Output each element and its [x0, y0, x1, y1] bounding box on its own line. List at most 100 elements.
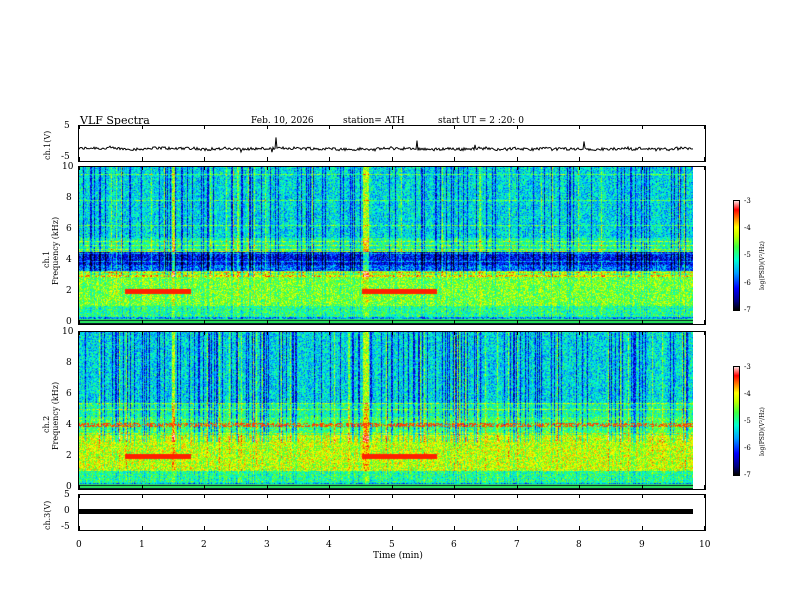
x-tick-mark	[79, 526, 80, 530]
x-tick-mark	[579, 157, 580, 161]
x-tick-mark	[392, 331, 393, 335]
xtick-9: 9	[639, 540, 645, 550]
xtick-8: 8	[576, 540, 582, 550]
x-tick-mark	[204, 494, 205, 498]
ch2-spec-ylabel-freq: Frequency (kHz)	[51, 381, 60, 450]
xtick-6: 6	[451, 540, 457, 550]
x-tick-mark	[79, 494, 80, 498]
x-tick-mark	[267, 526, 268, 530]
x-tick-mark	[454, 320, 455, 324]
x-tick-mark	[267, 485, 268, 489]
x-tick-mark	[642, 125, 643, 129]
ch3-waveform-ylabel: ch.3(V)	[43, 500, 52, 530]
ch1-ytick-bottom: -5	[61, 152, 70, 162]
x-tick-mark	[392, 320, 393, 324]
xtick-5: 5	[389, 540, 395, 550]
xtick-2: 2	[201, 540, 207, 550]
x-tick-mark	[79, 320, 80, 324]
x-tick-mark	[204, 157, 205, 161]
x-tick-mark	[454, 485, 455, 489]
ch1-spectrogram-image	[79, 167, 693, 324]
x-tick-mark	[142, 331, 143, 335]
x-tick-mark	[267, 125, 268, 129]
date-label: Feb. 10, 2026	[251, 116, 314, 126]
ch2-cbar-tick-m3: -3	[744, 363, 751, 371]
x-tick-mark	[517, 526, 518, 530]
x-tick-mark	[704, 166, 705, 170]
start-time-label: start UT = 2 :20: 0	[438, 116, 524, 126]
x-tick-mark	[267, 166, 268, 170]
x-axis-label: Time (min)	[373, 551, 423, 561]
ch1-colorbar	[733, 200, 740, 311]
x-tick-mark	[642, 485, 643, 489]
x-tick-mark	[142, 494, 143, 498]
x-tick-mark	[142, 320, 143, 324]
x-tick-mark	[517, 157, 518, 161]
x-tick-mark	[454, 166, 455, 170]
ch2-colorbar-label: log(PSD)(V²/Hz)	[759, 407, 766, 456]
ch1-colorbar-label: log(PSD)(V²/Hz)	[759, 241, 766, 290]
x-tick-mark	[329, 526, 330, 530]
x-tick-mark	[517, 485, 518, 489]
x-tick-mark	[454, 157, 455, 161]
ch1-ytick-top: 5	[64, 121, 70, 131]
x-tick-mark	[704, 526, 705, 530]
xtick-3: 3	[264, 540, 270, 550]
ch1-ytick-0: 0	[66, 317, 72, 327]
x-tick-mark	[642, 494, 643, 498]
x-tick-mark	[392, 494, 393, 498]
x-tick-mark	[142, 166, 143, 170]
ch2-cbar-tick-m4: -4	[744, 390, 751, 398]
ch1-ytick-8: 8	[66, 193, 72, 203]
ch3-ytick-m5: -5	[61, 522, 70, 532]
x-tick-mark	[79, 166, 80, 170]
x-tick-mark	[204, 331, 205, 335]
ch2-cbar-tick-m6: -6	[744, 444, 751, 452]
x-tick-mark	[392, 157, 393, 161]
ch1-ytick-2: 2	[66, 286, 72, 296]
x-tick-mark	[579, 320, 580, 324]
x-tick-mark	[517, 125, 518, 129]
ch2-ytick-4: 4	[66, 420, 72, 430]
x-tick-mark	[267, 157, 268, 161]
figure-title: VLF Spectra	[80, 114, 150, 127]
x-tick-mark	[142, 125, 143, 129]
x-tick-mark	[329, 166, 330, 170]
x-tick-mark	[454, 331, 455, 335]
x-tick-mark	[392, 125, 393, 129]
x-tick-mark	[642, 320, 643, 324]
x-tick-mark	[142, 485, 143, 489]
x-tick-mark	[329, 157, 330, 161]
x-tick-mark	[579, 166, 580, 170]
x-tick-mark	[704, 125, 705, 129]
x-tick-mark	[204, 320, 205, 324]
x-tick-mark	[204, 166, 205, 170]
x-tick-mark	[142, 157, 143, 161]
ch1-cbar-tick-m3: -3	[744, 197, 751, 205]
x-tick-mark	[704, 485, 705, 489]
ch1-waveform-panel	[78, 125, 706, 162]
ch3-ytick-5: 5	[64, 490, 70, 500]
ch1-spec-ylabel-channel: ch.1	[42, 250, 51, 268]
x-tick-mark	[517, 331, 518, 335]
x-tick-mark	[329, 125, 330, 129]
ch3-ytick-0: 0	[64, 506, 70, 516]
x-tick-mark	[392, 485, 393, 489]
x-tick-mark	[704, 494, 705, 498]
x-tick-mark	[704, 331, 705, 335]
ch3-waveform-line	[79, 509, 693, 514]
x-tick-mark	[79, 485, 80, 489]
x-tick-mark	[79, 157, 80, 161]
x-tick-mark	[392, 526, 393, 530]
x-tick-mark	[579, 485, 580, 489]
x-tick-mark	[642, 166, 643, 170]
ch1-cbar-tick-m5: -5	[744, 251, 751, 259]
x-tick-mark	[517, 494, 518, 498]
ch1-cbar-tick-m6: -6	[744, 279, 751, 287]
x-tick-mark	[204, 526, 205, 530]
x-tick-mark	[329, 320, 330, 324]
x-tick-mark	[579, 125, 580, 129]
x-tick-mark	[579, 331, 580, 335]
ch2-ytick-10: 10	[62, 327, 74, 337]
ch1-cbar-tick-m7: -7	[744, 306, 751, 314]
